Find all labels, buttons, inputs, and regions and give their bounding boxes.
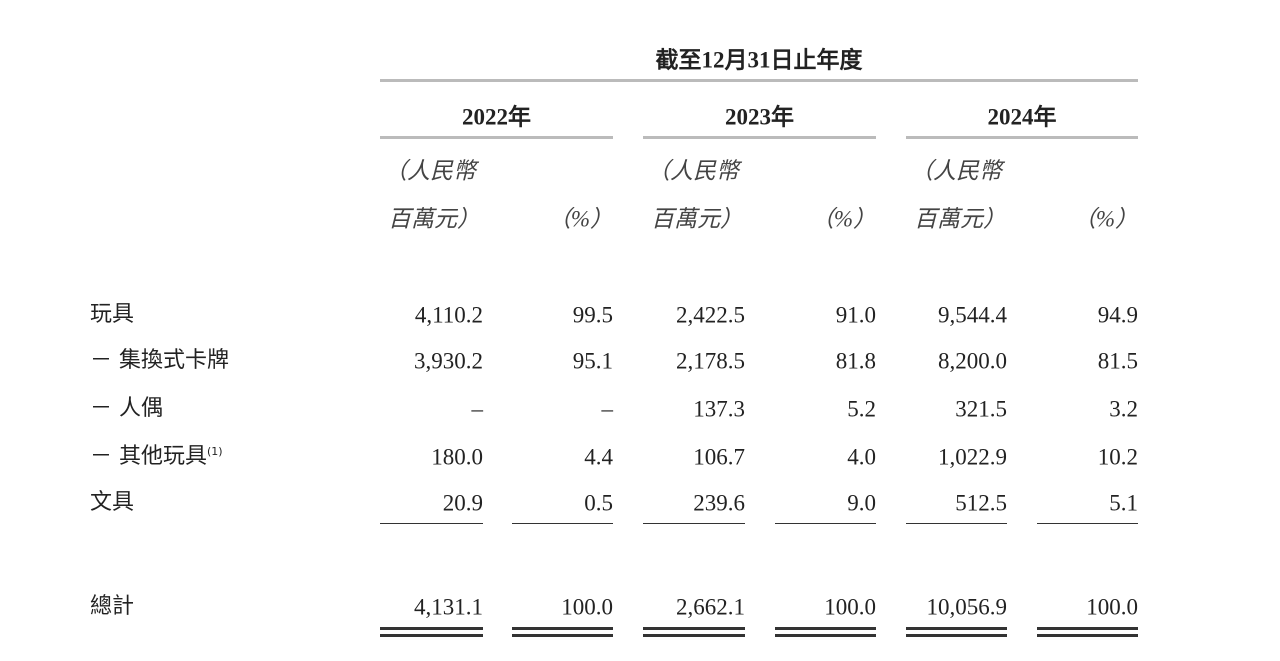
row-label: 玩具 <box>90 302 135 327</box>
cell-value: 3.2 <box>1109 396 1138 422</box>
subtotal-rule <box>380 523 483 524</box>
total-rule <box>380 634 483 637</box>
cell-value: 100.0 <box>1086 594 1138 620</box>
unit-amount: （人民幣 <box>647 158 739 184</box>
period-header: 截至12月31日止年度 <box>655 47 863 73</box>
year-rule <box>643 136 876 139</box>
year-rule <box>906 136 1138 139</box>
cell-value: 1,022.9 <box>938 444 1007 470</box>
cell-value: 9.0 <box>847 490 876 516</box>
cell-value: 100.0 <box>561 594 613 620</box>
cell-value: 2,662.1 <box>676 594 745 620</box>
footnote-ref: (1) <box>207 445 223 458</box>
total-rule <box>380 627 483 630</box>
row-label: 總計 <box>90 594 135 619</box>
total-rule <box>643 634 745 637</box>
cell-value: 9,544.4 <box>938 302 1007 328</box>
cell-value: 81.8 <box>835 348 876 374</box>
cell-value: – <box>471 396 484 422</box>
cell-value: 4.4 <box>584 444 613 470</box>
cell-value: 106.7 <box>693 444 745 470</box>
cell-value: 5.1 <box>1109 490 1138 516</box>
row-label: － 人偶 <box>90 396 163 421</box>
cell-value: 239.6 <box>693 490 745 516</box>
year-header: 2024年 <box>987 104 1057 130</box>
cell-value: 91.0 <box>835 302 876 328</box>
cell-value: 2,178.5 <box>676 348 745 374</box>
total-rule <box>906 627 1007 630</box>
unit-percent: （%） <box>1072 206 1138 232</box>
total-rule <box>512 634 613 637</box>
row-label: － 其他玩具(1) <box>90 444 223 469</box>
cell-value: 4,131.1 <box>414 594 483 620</box>
cell-value: 2,422.5 <box>676 302 745 328</box>
subtotal-rule <box>512 523 613 524</box>
cell-value: 99.5 <box>572 302 613 328</box>
unit-amount: 百萬元） <box>914 206 1006 232</box>
cell-value: 180.0 <box>431 444 483 470</box>
cell-value: 512.5 <box>955 490 1007 516</box>
unit-amount: 百萬元） <box>388 206 480 232</box>
cell-value: 321.5 <box>955 396 1007 422</box>
cell-value: 20.9 <box>442 490 483 516</box>
cell-value: 0.5 <box>584 490 613 516</box>
cell-value: 3,930.2 <box>414 348 483 374</box>
cell-value: 10.2 <box>1097 444 1138 470</box>
cell-value: 137.3 <box>693 396 745 422</box>
total-rule <box>1037 634 1138 637</box>
total-rule <box>775 634 876 637</box>
unit-percent: （%） <box>547 206 613 232</box>
subtotal-rule <box>906 523 1007 524</box>
unit-amount: （人民幣 <box>384 158 476 184</box>
subtotal-rule <box>775 523 876 524</box>
unit-percent: （%） <box>810 206 876 232</box>
row-label: － 集換式卡牌 <box>90 348 229 373</box>
unit-amount: （人民幣 <box>910 158 1002 184</box>
cell-value: 81.5 <box>1097 348 1138 374</box>
cell-value: 10,056.9 <box>926 594 1008 620</box>
cell-value: 8,200.0 <box>938 348 1007 374</box>
period-rule <box>380 79 1138 82</box>
cell-value: 94.9 <box>1097 302 1138 328</box>
total-rule <box>643 627 745 630</box>
year-header: 2022年 <box>462 104 531 130</box>
unit-amount: 百萬元） <box>651 206 743 232</box>
year-header: 2023年 <box>725 104 794 130</box>
subtotal-rule <box>643 523 745 524</box>
cell-value: 95.1 <box>572 348 613 374</box>
total-rule <box>775 627 876 630</box>
cell-value: – <box>601 396 614 422</box>
total-rule <box>906 634 1007 637</box>
total-rule <box>512 627 613 630</box>
year-rule <box>380 136 613 139</box>
cell-value: 100.0 <box>824 594 876 620</box>
row-label: 文具 <box>90 490 135 515</box>
cell-value: 5.2 <box>847 396 876 422</box>
cell-value: 4,110.2 <box>414 302 483 328</box>
total-rule <box>1037 627 1138 630</box>
cell-value: 4.0 <box>847 444 876 470</box>
subtotal-rule <box>1037 523 1138 524</box>
